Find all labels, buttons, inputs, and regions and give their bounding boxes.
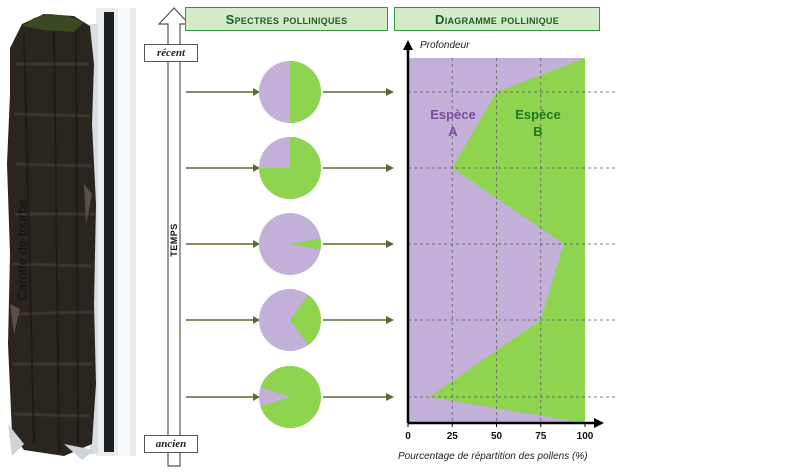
diagram-grid [408,58,618,423]
pie-species-b-1 [290,61,321,123]
x-tick-label-0: 0 [405,431,411,442]
species-a-label-line1: Espèce [430,107,476,122]
pie-arrow-in-head-1 [253,88,260,96]
pie-arrow-out-head-5 [386,393,394,401]
x-tick-label-50: 50 [491,431,503,442]
x-tick-label-75: 75 [535,431,547,442]
pie-arrow-in-head-3 [253,240,260,248]
species-b-region [429,58,585,423]
pie-arrow-in-head-4 [253,316,260,324]
recent-label: récent [144,44,198,62]
y-axis-label: Profondeur [420,40,470,51]
pie-arrow-out-head-1 [386,88,394,96]
ancien-label: ancien [144,435,198,453]
x-axis-arrowhead [594,418,604,428]
x-axis-label: Pourcentage de répartition des pollens (… [398,451,588,462]
species-a-label-line2: A [448,124,458,139]
pie-species-b-5 [260,366,321,428]
x-tick-label-100: 100 [577,431,594,442]
pollen-diagram: 0 25 50 75 100 Profondeur Pourcentage de rép… [398,40,618,462]
diagram-axes [403,40,604,428]
x-ticks: 0 25 50 75 100 [405,423,594,442]
header-diagramme-pollinique: Diagramme pollinique [394,7,600,31]
pie-arrow-out-head-4 [386,316,394,324]
species-b-label-line1: Espèce [515,107,561,122]
pie-species-b-2 [259,137,321,199]
peat-core-photo [4,4,142,462]
species-b-label-line2: B [533,124,542,139]
pie-arrow-in-head-2 [253,164,260,172]
pie-arrow-out-head-3 [386,240,394,248]
pollen-spectra [186,61,394,428]
y-axis-arrowhead [403,40,413,50]
pie-species-b-3 [290,238,321,250]
x-tick-label-25: 25 [447,431,459,442]
core-label: Carotte de tourbe [14,199,30,301]
pie-species-b-4 [290,294,321,346]
pie-arrow-out-head-2 [386,164,394,172]
header-spectres-polliniques: Spectres polliniques [185,7,388,31]
pie-arrow-in-head-5 [253,393,260,401]
